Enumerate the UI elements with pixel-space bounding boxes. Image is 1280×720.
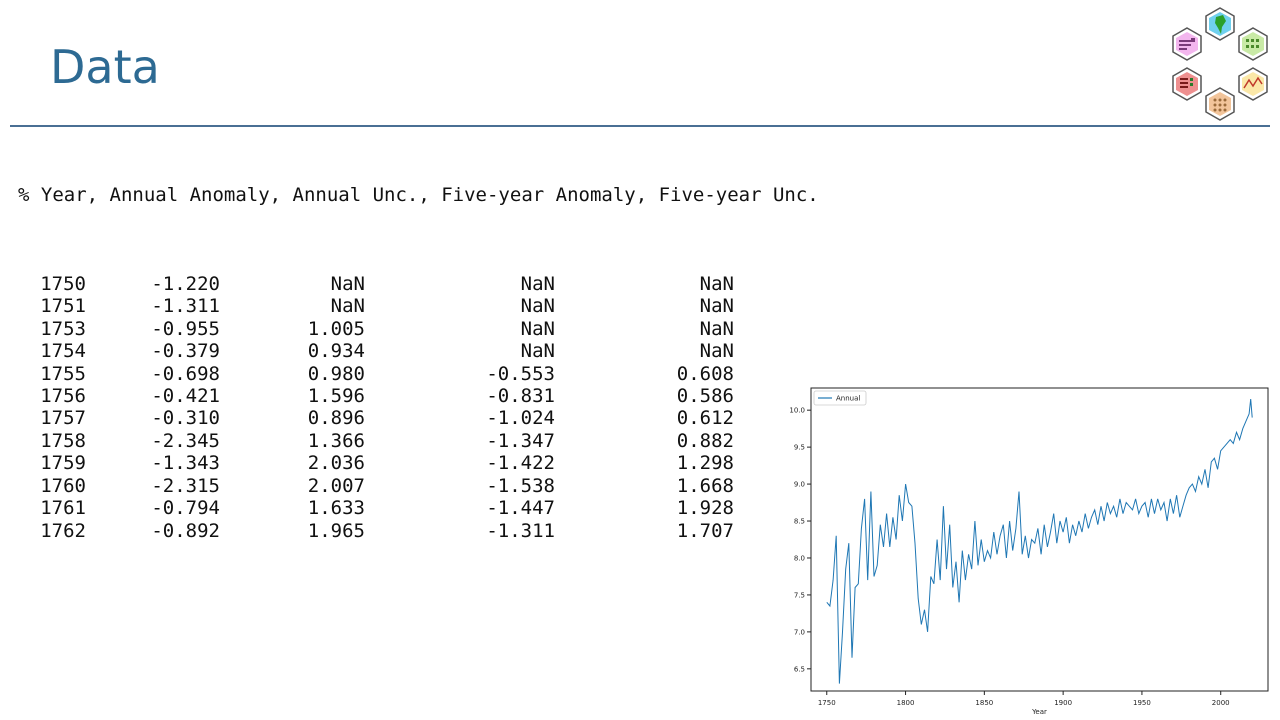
y-tick-label: 8.5 (794, 518, 805, 526)
year-cell: 1754 (40, 340, 86, 363)
annual-unc-cell: 1.366 (307, 429, 365, 452)
five-year-unc-cell: NaN (699, 317, 734, 340)
y-tick-label: 7.0 (794, 628, 805, 636)
five-year-anomaly-cell: -1.024 (486, 407, 555, 430)
legend-label: Annual (836, 395, 860, 403)
year-cell: 1761 (40, 497, 86, 520)
annual-unc-cell: NaN (330, 295, 365, 318)
annual-unc-cell: NaN (330, 273, 365, 296)
five-year-unc-cell: 1.298 (676, 452, 734, 475)
legend-box (813, 390, 867, 406)
year-cell: 1758 (40, 429, 86, 452)
annual-anomaly-cell: -2.315 (151, 474, 220, 497)
five-year-anomaly-cell: NaN (520, 340, 555, 363)
five-year-anomaly-cell: -0.831 (486, 385, 555, 408)
annual-anomaly-cell: -0.698 (151, 362, 220, 385)
annual-unc-cell: 1.005 (307, 317, 365, 340)
five-year-anomaly-cell: -1.347 (486, 429, 555, 452)
five-year-unc-cell: 1.707 (676, 519, 734, 542)
annual-unc-cell: 0.896 (307, 407, 365, 430)
five-year-unc-cell: 0.612 (676, 407, 734, 430)
temperature-line-chart: 1750 1800 1850 1900 1950 2000 6.5 7.0 7.5 8.0 8.5 9… (789, 387, 1269, 715)
five-year-anomaly-cell: -0.553 (486, 362, 555, 385)
data-listing: % Year, Annual Anomaly, Annual Unc., Fiv… (18, 139, 819, 564)
five-year-unc-cell: NaN (699, 340, 734, 363)
y-tick-label: 9.5 (794, 444, 805, 452)
column-header-line: % Year, Annual Anomaly, Annual Unc., Fiv… (18, 183, 819, 206)
annual-anomaly-cell: -0.794 (151, 497, 220, 520)
annual-anomaly-cell: -0.379 (151, 340, 220, 363)
y-tick-label: 7.5 (794, 591, 805, 599)
x-tick-label: 1850 (975, 699, 993, 707)
year-cell: 1756 (40, 385, 86, 408)
y-tick-label: 10.0 (789, 407, 805, 415)
five-year-anomaly-cell: NaN (520, 317, 555, 340)
five-year-anomaly-cell: -1.422 (486, 452, 555, 475)
five-year-unc-cell: 1.928 (676, 497, 734, 520)
annual-anomaly-cell: -2.345 (151, 429, 220, 452)
five-year-unc-cell: 1.668 (676, 474, 734, 497)
five-year-unc-cell: 0.882 (676, 429, 734, 452)
x-tick-label: 1750 (818, 699, 836, 707)
five-year-anomaly-cell: NaN (520, 273, 555, 296)
series-line-annual (826, 399, 1253, 684)
table-row: 1755 -0.698 0.980 -0.553 0.608 (18, 363, 819, 385)
table-row: 1754 -0.379 0.934 NaN NaN (18, 340, 819, 362)
annual-anomaly-cell: -0.310 (151, 407, 220, 430)
x-tick-label: 1900 (1054, 699, 1072, 707)
x-axis-label: Year (1031, 708, 1047, 715)
table-row: 1760 -2.315 2.007 -1.538 1.668 (18, 475, 819, 497)
annual-unc-cell: 1.596 (307, 385, 365, 408)
year-cell: 1753 (40, 317, 86, 340)
hexagon-logo-icon (1172, 7, 1268, 121)
x-tick-label: 1950 (1133, 699, 1151, 707)
five-year-anomaly-cell: -1.447 (486, 497, 555, 520)
y-tick-label: 8.0 (794, 554, 805, 562)
annual-unc-cell: 2.007 (307, 474, 365, 497)
year-cell: 1755 (40, 362, 86, 385)
table-row: 1759 -1.343 2.036 -1.422 1.298 (18, 452, 819, 474)
annual-unc-cell: 2.036 (307, 452, 365, 475)
annual-anomaly-cell: -1.311 (151, 295, 220, 318)
year-cell: 1762 (40, 519, 86, 542)
table-row: 1756 -0.421 1.596 -0.831 0.586 (18, 385, 819, 407)
annual-unc-cell: 0.934 (307, 340, 365, 363)
five-year-unc-cell: NaN (699, 295, 734, 318)
table-row: 1750 -1.220 NaN NaN NaN (18, 273, 819, 295)
table-row: 1753 -0.955 1.005 NaN NaN (18, 318, 819, 340)
x-tick-label: 1800 (897, 699, 915, 707)
annual-anomaly-cell: -1.220 (151, 273, 220, 296)
five-year-unc-cell: 0.608 (676, 362, 734, 385)
annual-unc-cell: 1.633 (307, 497, 365, 520)
five-year-anomaly-cell: NaN (520, 295, 555, 318)
title-divider (10, 125, 1270, 127)
annual-unc-cell: 0.980 (307, 362, 365, 385)
x-tick-label: 2000 (1212, 699, 1230, 707)
table-row: 1757 -0.310 0.896 -1.024 0.612 (18, 407, 819, 429)
data-rows: 1750 -1.220 NaN NaN NaN 1751 -1.311 NaN NaN NaN 17… (18, 273, 819, 542)
annual-anomaly-cell: -0.421 (151, 385, 220, 408)
annual-unc-cell: 1.965 (307, 519, 365, 542)
annual-anomaly-cell: -0.955 (151, 317, 220, 340)
y-tick-label: 6.5 (794, 665, 805, 673)
y-tick-label: 9.0 (794, 481, 805, 489)
year-cell: 1760 (40, 474, 86, 497)
five-year-unc-cell: 0.586 (676, 385, 734, 408)
table-row: 1751 -1.311 NaN NaN NaN (18, 295, 819, 317)
five-year-anomaly-cell: -1.538 (486, 474, 555, 497)
table-row: 1761 -0.794 1.633 -1.447 1.928 (18, 497, 819, 519)
year-cell: 1751 (40, 295, 86, 318)
year-cell: 1750 (40, 273, 86, 296)
table-row: 1762 -0.892 1.965 -1.311 1.707 (18, 520, 819, 542)
year-cell: 1759 (40, 452, 86, 475)
five-year-anomaly-cell: -1.311 (486, 519, 555, 542)
table-row: 1758 -2.345 1.366 -1.347 0.882 (18, 430, 819, 452)
annual-anomaly-cell: -1.343 (151, 452, 220, 475)
five-year-unc-cell: NaN (699, 273, 734, 296)
year-cell: 1757 (40, 407, 86, 430)
slide-title: Data (50, 40, 160, 94)
annual-anomaly-cell: -0.892 (151, 519, 220, 542)
